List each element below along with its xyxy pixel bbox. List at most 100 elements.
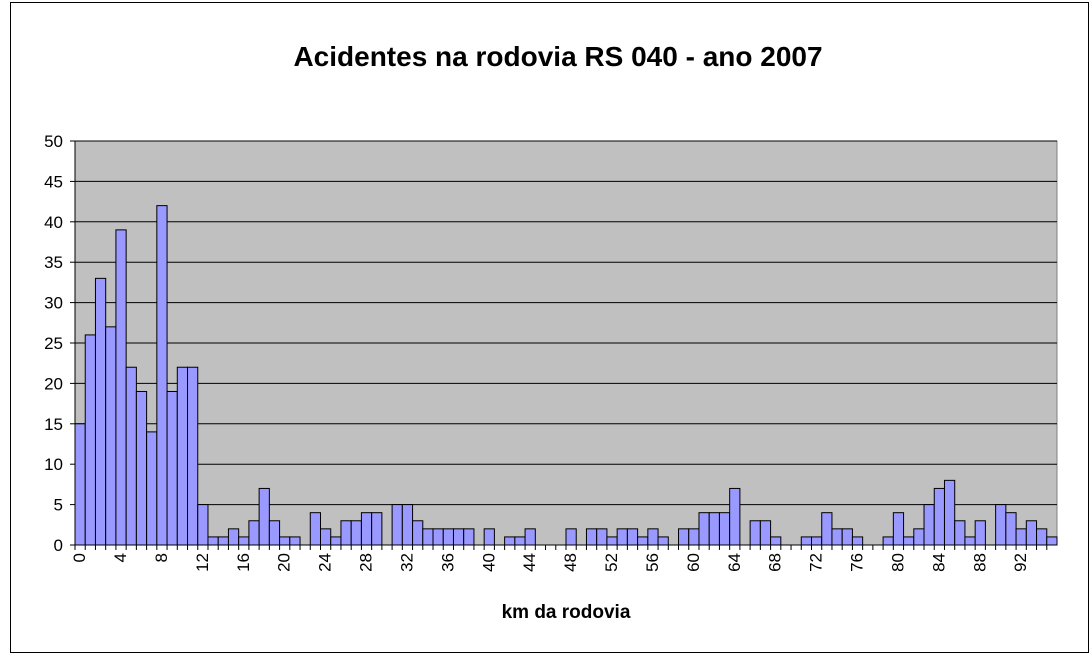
bar <box>463 528 475 546</box>
bar <box>759 520 772 546</box>
bar <box>933 487 945 546</box>
bar <box>268 520 281 546</box>
x-tick-label: 84 <box>929 553 948 572</box>
x-tick-label: 56 <box>643 553 662 572</box>
x-axis-label: km da rodovia <box>502 602 631 623</box>
x-tick-label: 92 <box>1011 553 1030 572</box>
y-tick-label: 30 <box>44 294 63 313</box>
bar <box>412 520 424 546</box>
bar <box>350 520 362 546</box>
y-tick-label: 35 <box>44 253 63 272</box>
bar <box>135 390 148 546</box>
bar <box>227 528 240 546</box>
bar <box>637 536 649 546</box>
bar <box>442 528 454 546</box>
bar <box>371 512 383 546</box>
bar <box>452 528 465 546</box>
bar <box>258 487 270 546</box>
bar <box>606 536 618 546</box>
bar <box>432 528 444 546</box>
bar <box>330 536 342 546</box>
bar <box>166 390 178 546</box>
bar <box>657 536 669 546</box>
y-tick-label: 5 <box>54 496 63 515</box>
y-tick-label: 0 <box>54 536 63 555</box>
bar <box>340 520 352 546</box>
x-tick-label: 16 <box>234 553 253 572</box>
bar <box>309 512 322 546</box>
x-tick-label: 72 <box>807 553 826 572</box>
bar <box>626 528 639 546</box>
bar <box>197 504 209 546</box>
bar <box>882 536 894 546</box>
bar <box>800 536 812 546</box>
y-tick-label: 10 <box>44 455 63 474</box>
bar <box>585 528 598 546</box>
bar <box>176 366 189 546</box>
bar <box>504 536 516 546</box>
bar <box>616 528 628 546</box>
bar <box>74 423 86 546</box>
bar <box>903 536 915 546</box>
bar <box>596 528 608 546</box>
bar <box>94 277 107 546</box>
bar <box>831 528 843 546</box>
y-tick-label: 40 <box>44 213 63 232</box>
bar <box>1036 528 1048 546</box>
bar <box>360 512 373 546</box>
bar <box>248 520 260 546</box>
x-tick-label: 52 <box>602 553 621 572</box>
bar <box>320 528 332 546</box>
bar <box>207 536 219 546</box>
bar <box>647 528 659 546</box>
bar <box>391 504 403 546</box>
bar <box>217 536 229 546</box>
bar <box>105 326 117 546</box>
bar <box>401 504 414 546</box>
y-tick-label: 50 <box>44 132 63 151</box>
bar <box>1025 520 1038 546</box>
bar <box>729 487 741 546</box>
bar <box>565 528 577 546</box>
bar <box>892 512 905 546</box>
bar <box>688 528 700 546</box>
bar <box>913 528 925 546</box>
chart-title: Acidentes na rodovia RS 040 - ano 2007 <box>293 41 822 72</box>
bar <box>514 536 526 546</box>
bar <box>678 528 690 546</box>
y-tick-label: 45 <box>44 172 63 191</box>
bar <box>974 520 986 546</box>
bar <box>698 512 710 546</box>
x-tick-label: 88 <box>970 553 989 572</box>
x-tick-label: 68 <box>766 553 785 572</box>
x-tick-label: 36 <box>438 553 457 572</box>
x-tick-label: 4 <box>111 553 130 562</box>
x-tick-label: 12 <box>193 553 212 572</box>
bar <box>923 504 935 546</box>
x-tick-label: 28 <box>357 553 376 572</box>
x-tick-label: 40 <box>479 553 498 572</box>
x-tick-label: 64 <box>725 553 744 572</box>
x-tick-label: 32 <box>397 553 416 572</box>
bar <box>279 536 291 546</box>
bar <box>708 512 720 546</box>
bar <box>749 520 761 546</box>
bar <box>964 536 976 546</box>
x-tick-label: 76 <box>848 553 867 572</box>
x-tick-label: 24 <box>316 553 335 572</box>
y-tick-label: 25 <box>44 334 63 353</box>
y-tick-label: 20 <box>44 374 63 393</box>
bar <box>115 229 127 546</box>
bar <box>289 536 301 546</box>
bar <box>187 366 199 546</box>
bar <box>1015 528 1027 546</box>
bar <box>821 512 833 546</box>
bar <box>954 520 966 546</box>
bar <box>146 431 158 546</box>
bar <box>422 528 434 546</box>
x-tick-label: 8 <box>152 553 171 562</box>
bar <box>943 479 956 546</box>
x-tick-label: 80 <box>888 553 907 572</box>
x-tick-label: 20 <box>275 553 294 572</box>
